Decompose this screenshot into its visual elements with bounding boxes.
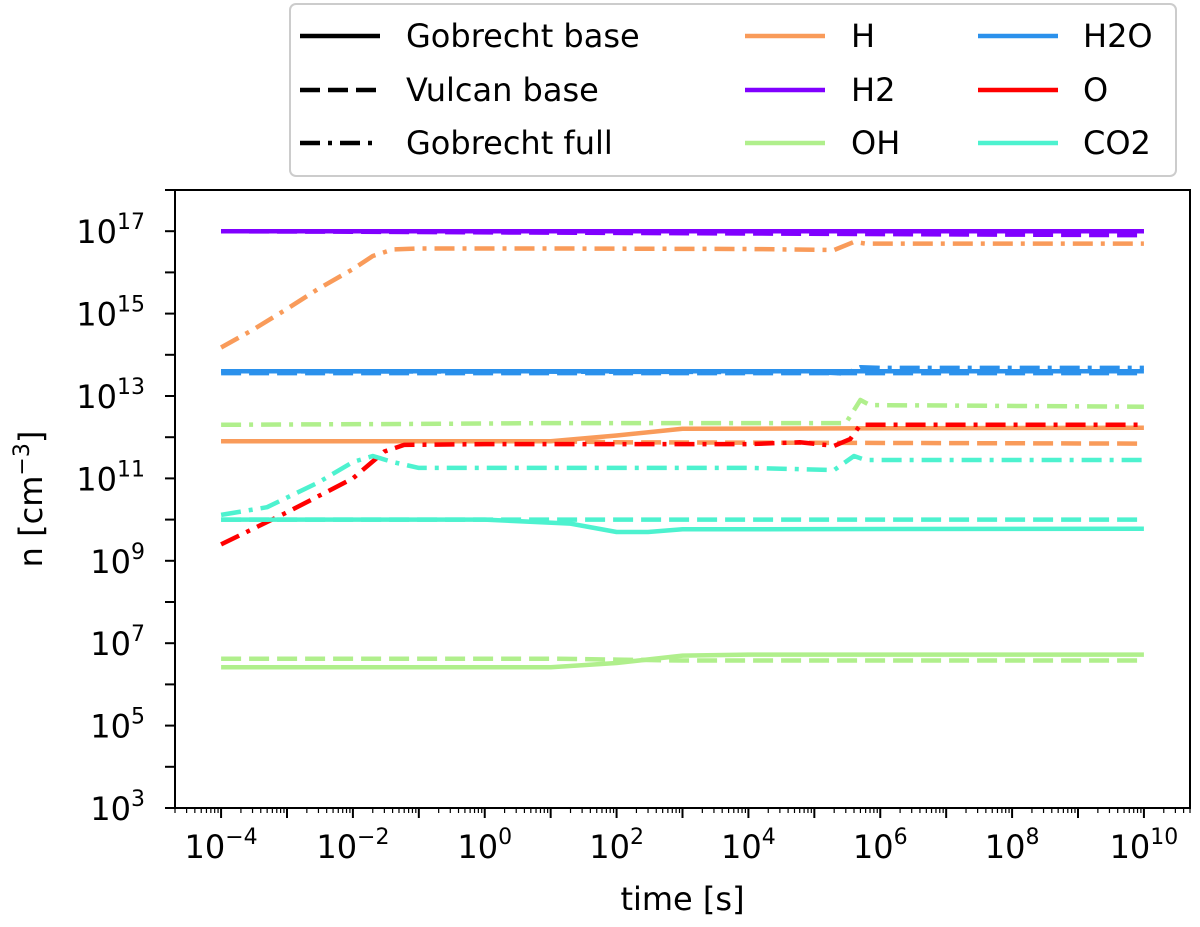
x-tick-label: 100 <box>457 825 512 866</box>
series-line-oh-dashed <box>221 656 1144 663</box>
y-tick-label: 1011 <box>76 457 145 498</box>
series-line-h2o-dashdot <box>221 364 1144 376</box>
series-line-co2-dashdot <box>220 453 1144 518</box>
x-axis-label: time [s] <box>620 880 744 918</box>
legend-label: Vulcan base <box>406 71 599 109</box>
y-axis-label: n [cm−3] <box>10 431 50 568</box>
legend-label: O <box>1083 71 1108 109</box>
x-tick-label: 104 <box>721 825 776 866</box>
y-tick-label: 1013 <box>76 375 145 416</box>
series-line-h-dashed <box>221 438 1144 446</box>
legend-label: H <box>851 17 875 55</box>
x-tick-label: 1010 <box>1110 825 1179 866</box>
y-tick-label: 107 <box>90 622 145 663</box>
series-layer <box>220 228 1144 670</box>
legend-label: Gobrecht full <box>406 124 613 162</box>
legend: Gobrecht base Vulcan base Gobrecht full H H2… <box>289 3 1177 177</box>
y-tick-label: 109 <box>90 540 145 581</box>
x-tick-label: 106 <box>853 825 908 866</box>
series-line-oh-dashdot <box>221 397 1144 428</box>
legend-label: Gobrecht base <box>406 17 640 55</box>
plot-frame <box>174 189 1191 809</box>
x-tick-label: 10−2 <box>316 825 389 866</box>
legend-label: H2O <box>1083 17 1153 55</box>
y-tick-label: 103 <box>90 787 145 828</box>
y-tick-label: 105 <box>90 705 145 746</box>
legend-label: OH <box>851 124 900 162</box>
x-tick-label: 108 <box>985 825 1040 866</box>
x-tick-label: 10−4 <box>184 825 257 866</box>
series-line-o-dashdot <box>220 422 1144 547</box>
series-line-h-solid <box>221 425 1144 444</box>
y-tick-label: 1015 <box>76 293 145 334</box>
labels-layer: 10−4 10−2 100 102 104 106 108 1010 103 105 107 109 1… <box>10 210 1178 918</box>
y-tick-label: 1017 <box>76 210 145 251</box>
legend-label: H2 <box>851 71 895 109</box>
x-tick-label: 102 <box>589 825 644 866</box>
legend-box <box>289 3 1177 177</box>
series-line-h-dashdot <box>220 239 1144 350</box>
legend-label: CO2 <box>1083 124 1151 162</box>
series-line-h2-dashed <box>221 228 1144 238</box>
